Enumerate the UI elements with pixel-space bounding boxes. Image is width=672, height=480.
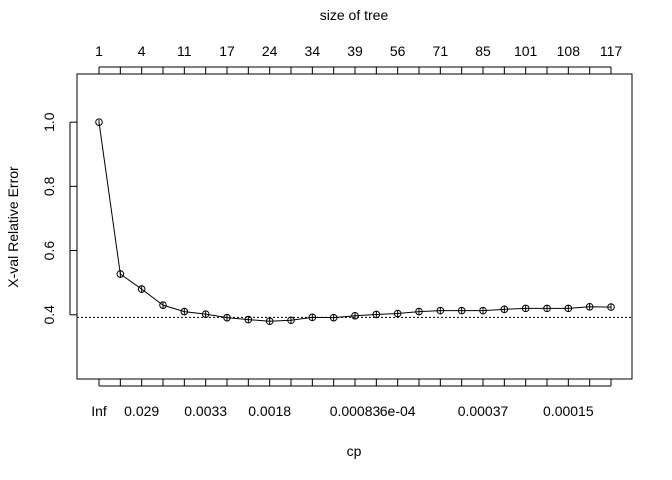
data-point [180,307,189,316]
top-tick-label: 1 [95,43,103,59]
series-line [98,122,612,322]
top-tick-label: 101 [514,43,538,59]
top-tick-label: 17 [219,43,235,59]
bottom-tick-label: 0.029 [124,403,159,419]
data-point [521,304,530,313]
bottom-tick-label: 0.00083 [330,403,381,419]
y-tick-label: 0.6 [41,241,57,261]
bottom-tick-label: Inf [91,403,107,419]
data-point [500,305,509,314]
top-tick-label: 24 [262,43,278,59]
data-point [436,306,445,315]
plot-box [76,73,633,380]
top-tick-label: 71 [433,43,449,59]
bottom-tick-label: 0.0018 [248,403,291,419]
data-point [95,118,103,126]
data-point [393,309,402,318]
data-point [415,307,423,316]
top-tick-label: 11 [177,43,192,59]
data-point [372,310,381,319]
y-axis-title: X-val Relative Error [5,166,21,288]
top-tick-label: 117 [600,43,623,59]
data-point [351,311,359,320]
y-tick-label: 0.8 [41,176,57,196]
data-point [585,302,594,311]
bottom-tick-label: 6e-04 [380,403,416,419]
top-tick-label: 39 [347,43,363,59]
top-tick-label: 4 [138,43,146,59]
data-point [308,313,317,322]
y-tick-label: 0.4 [41,305,57,325]
top-tick-label: 34 [305,43,321,59]
bottom-tick-label: 0.00015 [543,403,594,419]
y-tick-label: 1.0 [41,112,57,132]
bottom-axis: Inf 0.029 0.0033 0.0018 0.00083 6e-04 0.00037 0… [91,379,612,419]
data-point [543,304,551,313]
data-point [564,304,573,313]
data-point [223,313,231,322]
data-point [607,303,615,311]
data-point [159,301,167,309]
bottom-tick-label: 0.0033 [184,403,227,419]
data-point [201,310,210,318]
data-marks [77,118,632,326]
top-axis-title: size of tree [320,7,389,23]
bottom-tick-label: 0.00037 [458,403,509,419]
top-tick-label: 56 [390,43,406,59]
top-tick-label: 85 [475,43,491,59]
data-point [137,285,146,293]
data-point [329,313,338,322]
data-point [457,306,466,315]
data-point [265,317,274,326]
top-tick-label: 108 [557,43,581,59]
left-axis: 0.4 0.6 0.8 1.0 [41,112,77,325]
data-point [116,270,125,278]
data-point [287,316,295,325]
top-axis: 1 4 11 17 24 34 39 56 71 85 101 108 117 [95,43,622,74]
x-axis-title: cp [347,443,362,459]
data-point [479,306,487,315]
data-point [244,315,253,324]
